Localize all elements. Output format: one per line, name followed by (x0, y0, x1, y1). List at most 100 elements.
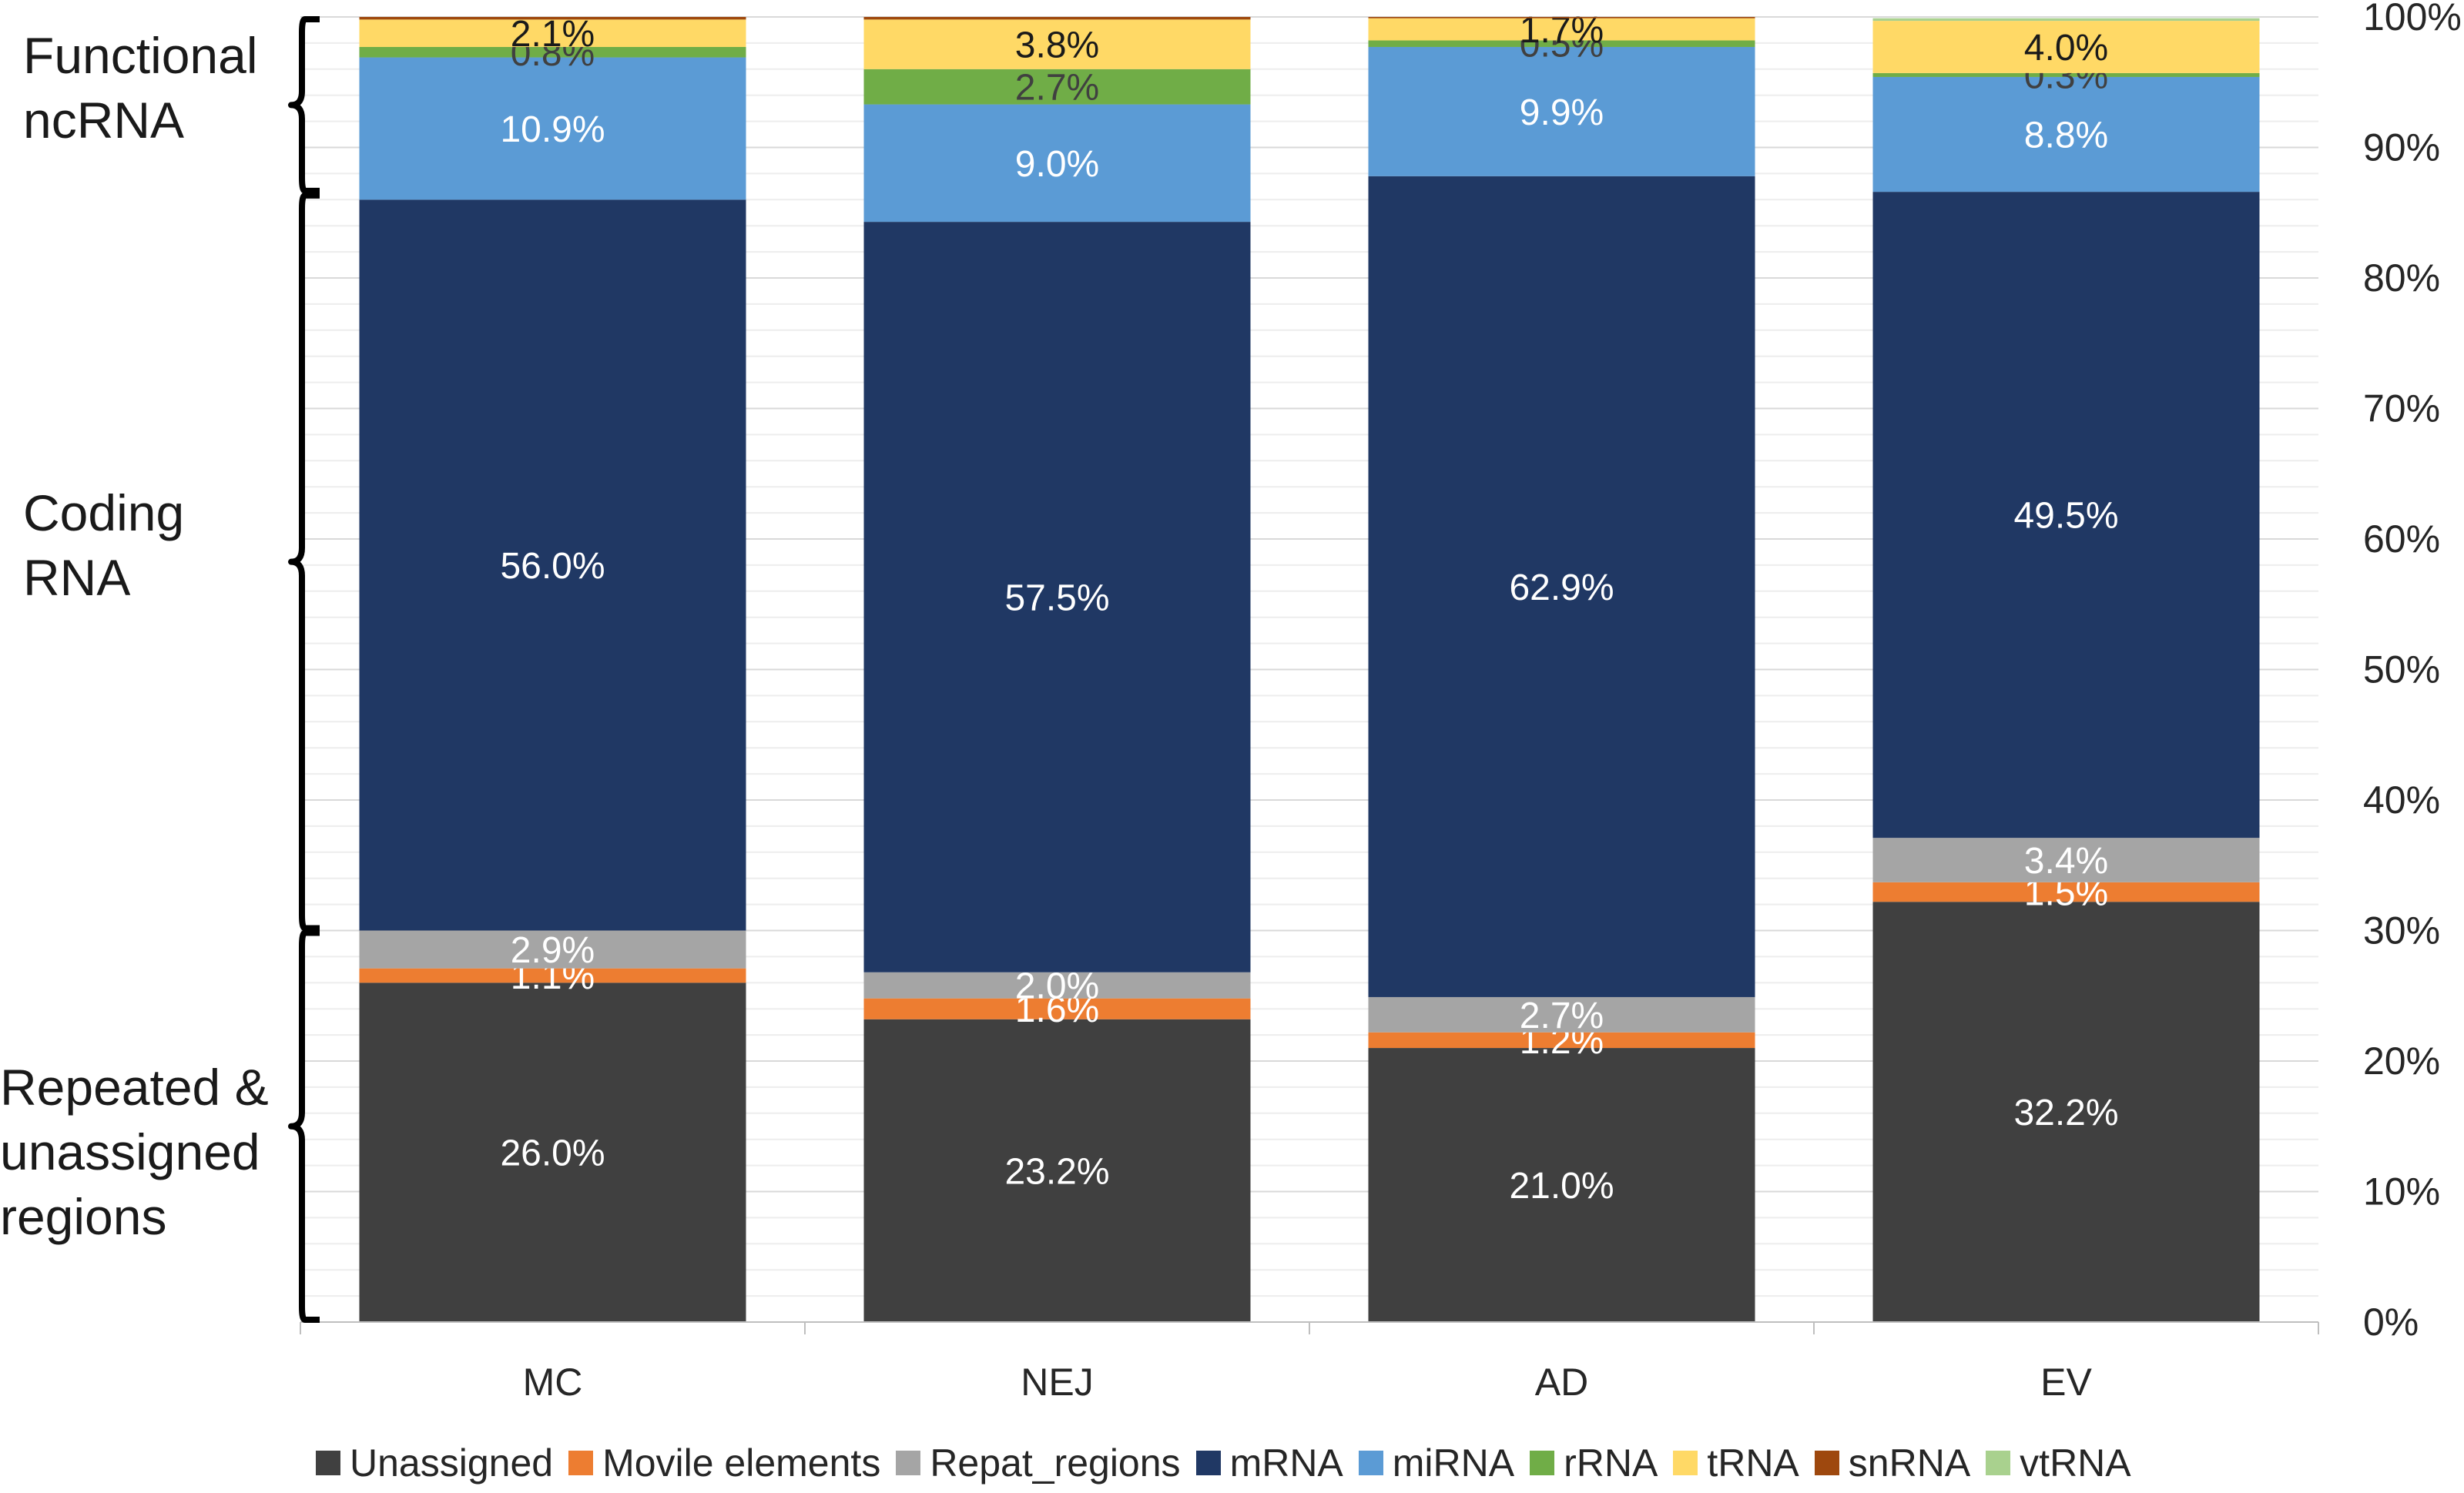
bar-segment-unassigned (1872, 902, 2260, 1322)
data-label: 10.9% (500, 109, 605, 150)
group-bracket (288, 16, 320, 194)
legend-label: tRNA (1707, 1441, 1799, 1485)
bar-segment-mirna (1368, 46, 1755, 176)
bar-segment-mirna (1872, 76, 2260, 192)
bar-segment-vtrna (1872, 18, 2260, 22)
y-tick-label: 20% (2363, 1039, 2440, 1083)
group-label-repeated-unassigned: Repeated & unassigned regions (0, 1055, 269, 1249)
data-label: 1.7% (1520, 10, 1604, 51)
data-label: 57.5% (1004, 577, 1109, 618)
y-tick-label: 100% (2363, 0, 2462, 38)
legend-swatch (316, 1451, 340, 1475)
legend-label: mRNA (1229, 1441, 1343, 1485)
legend-item: mRNA (1195, 1441, 1343, 1485)
x-tick-label: AD (1535, 1361, 1588, 1404)
bar-segment-trna (863, 19, 1251, 69)
bar-segment-mrna (1368, 176, 1755, 997)
legend-label: miRNA (1392, 1441, 1515, 1485)
y-tick-label: 80% (2363, 256, 2440, 300)
bar-segment-unassigned (863, 1019, 1251, 1322)
y-tick-label: 70% (2363, 387, 2440, 430)
bar-segment-movile-elements (1872, 882, 2260, 902)
legend: Unassigned Movile elements Repat_regions mR… (316, 1440, 2147, 1486)
legend-label: rRNA (1564, 1441, 1658, 1485)
data-label: 2.0% (1015, 966, 1099, 1007)
data-label: 32.2% (2013, 1093, 2118, 1133)
legend-item: vtRNA (1986, 1441, 2131, 1485)
group-label-coding-rna: Coding RNA (23, 480, 184, 610)
data-label: 2.9% (511, 930, 595, 971)
bar-segment-repat-regions (863, 972, 1251, 999)
legend-item: snRNA (1814, 1441, 1971, 1485)
bar-segment-rrna (1368, 40, 1755, 47)
legend-swatch (568, 1451, 594, 1475)
bar-segment-rrna (359, 46, 746, 58)
legend-swatch (1195, 1451, 1221, 1475)
legend-item: miRNA (1358, 1441, 1515, 1485)
bar-segment-unassigned (359, 983, 746, 1322)
bar-segment-rrna (1872, 72, 2260, 77)
legend-swatch (1530, 1451, 1555, 1475)
bar-segment-mrna (863, 222, 1251, 972)
legend-label: vtRNA (2020, 1441, 2131, 1485)
data-label: 4.0% (2024, 28, 2108, 69)
bar-segment-repat-regions (1368, 996, 1755, 1033)
bar-segment-trna (1368, 18, 1755, 41)
bar-segment-trna (1872, 21, 2260, 73)
legend-item: tRNA (1673, 1441, 1799, 1485)
bar-segment-movile-elements (863, 998, 1251, 1019)
legend-item: Repat_regions (896, 1441, 1181, 1485)
legend-item: Movile elements (568, 1441, 880, 1485)
legend-swatch (1358, 1451, 1383, 1475)
bar-segment-rrna (863, 69, 1251, 105)
y-tick-label: 50% (2363, 648, 2440, 691)
bar-segment-movile-elements (1368, 1032, 1755, 1049)
legend-swatch (1814, 1451, 1839, 1475)
legend-item: rRNA (1530, 1441, 1658, 1485)
bar-segment-snrna (863, 17, 1251, 20)
legend-label: Movile elements (602, 1441, 881, 1485)
axes: MC NEJ AD EV 0% 10% 20% 30% 40% 50% 60% 70% 80% 90% 10… (300, 0, 2462, 1404)
bar-segment-snrna (359, 17, 746, 20)
data-label: 3.4% (2024, 841, 2108, 882)
legend-label: snRNA (1848, 1441, 1971, 1485)
group-label-line: Coding (23, 484, 185, 541)
y-tick-label: 60% (2363, 517, 2440, 561)
group-label-functional-ncrna: Functional ncRNA (23, 23, 258, 152)
legend-label: Repat_regions (930, 1441, 1181, 1485)
data-label: 21.0% (1509, 1166, 1614, 1207)
bar-segment-mrna (359, 199, 746, 931)
legend-label: Unassigned (350, 1441, 554, 1485)
group-label-line: regions (0, 1188, 167, 1245)
group-brackets (288, 16, 320, 1323)
data-label: 8.8% (2024, 115, 2108, 156)
group-label-line: Repeated & (0, 1059, 269, 1116)
group-label-line: RNA (23, 549, 131, 606)
group-label-line: unassigned (0, 1123, 260, 1180)
legend-swatch (1673, 1451, 1698, 1475)
legend-swatch (1986, 1451, 2011, 1475)
data-label: 9.9% (1520, 92, 1604, 133)
bar-segment-snrna (1368, 17, 1755, 18)
data-label: 2.1% (511, 14, 595, 55)
bar-stacks: 26.0%1.1%2.9%56.0%10.9%0.8%2.1%23.2%1.6%… (359, 10, 2260, 1322)
bar-segment-trna (359, 19, 746, 47)
y-tick-label: 90% (2363, 126, 2440, 169)
y-tick-label: 40% (2363, 778, 2440, 822)
bar-segment-unassigned (1368, 1048, 1755, 1322)
bar-segment-mirna (359, 57, 746, 200)
group-bracket (288, 192, 320, 932)
y-tick-label: 30% (2363, 909, 2440, 952)
data-label: 2.7% (1015, 68, 1099, 109)
data-label: 23.2% (1004, 1151, 1109, 1192)
data-label: 49.5% (2013, 496, 2118, 537)
data-label: 3.8% (1015, 25, 1099, 66)
bar-segment-repat-regions (359, 930, 746, 969)
bar-segment-mirna (863, 104, 1251, 223)
group-label-line: ncRNA (23, 92, 185, 149)
y-tick-label: 0% (2363, 1301, 2419, 1344)
bar-segment-repat-regions (1872, 838, 2260, 882)
bar-segment-mrna (1872, 192, 2260, 839)
y-tick-label: 10% (2363, 1170, 2440, 1213)
